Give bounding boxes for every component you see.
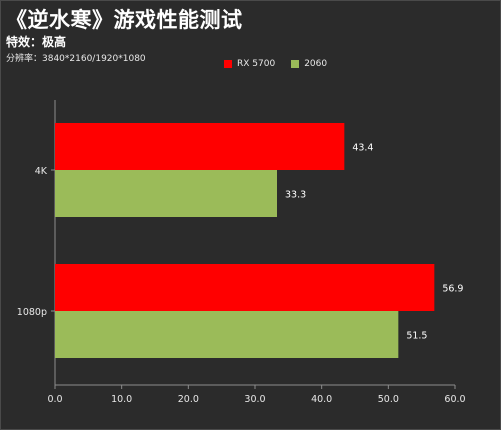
legend-entry-rx5700: RX 5700 [224,59,275,69]
bar-2060-0 [55,170,277,217]
category-label-0: 4K [35,166,48,177]
x-tick-label-5: 50.0 [378,394,399,405]
chart-title: 《逆水寒》游戏性能测试 [6,8,243,32]
data-label-2060-0: 33.3 [285,190,306,201]
legend-label-rx5700: RX 5700 [237,59,276,69]
legend-label-2060: 2060 [304,59,328,69]
legend-swatch-2060 [291,60,300,68]
x-tick-label-1: 10.0 [111,394,132,405]
x-tick-label-3: 30.0 [244,394,265,405]
chart-subtitle: 特效：极高 [6,35,67,49]
bar-2060-1 [55,311,399,358]
legend-swatch-rx5700 [224,60,232,68]
x-tick-label-6: 60.0 [444,394,465,405]
data-label-rx5700-0: 43.4 [352,143,373,154]
resolution-note: 分辨率：3840*2160/1920*1080 [6,54,146,64]
legend-entry-2060: 2060 [291,59,327,69]
legend: RX 5700 2060 [224,57,327,71]
bar-rx5700-1 [55,264,435,311]
x-tick-label-0: 0.0 [47,394,62,405]
data-label-rx5700-1: 56.9 [442,284,463,295]
data-label-2060-1: 51.5 [406,331,427,342]
x-tick-label-2: 20.0 [178,394,199,405]
bar-rx5700-0 [55,123,345,170]
x-tick-label-4: 40.0 [311,394,332,405]
category-label-1: 1080p [17,307,47,318]
